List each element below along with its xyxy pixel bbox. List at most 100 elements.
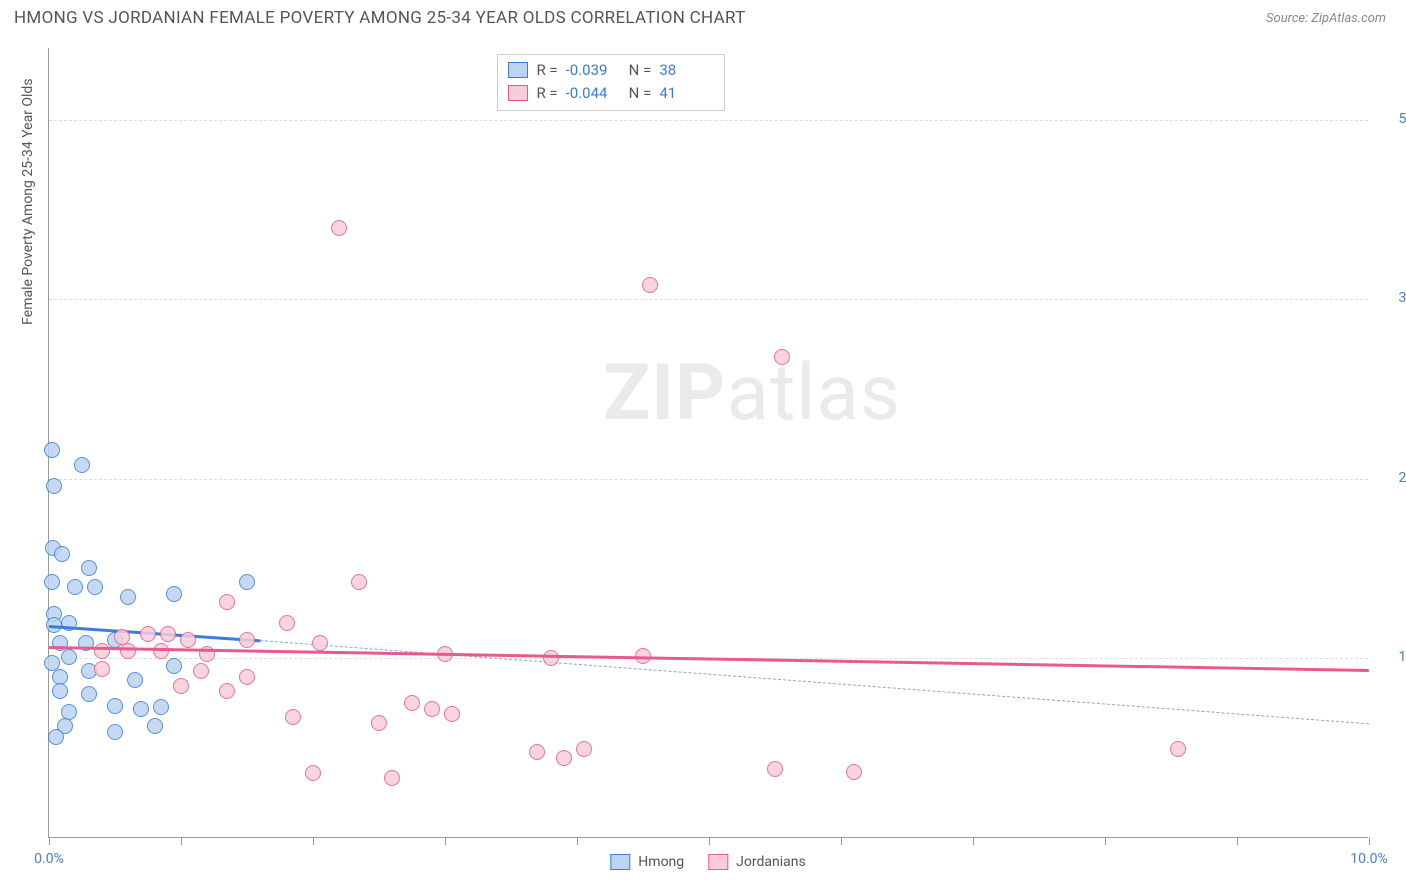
plot-area: ZIPatlas R =-0.039N =38R =-0.044N =41 12… <box>48 48 1368 838</box>
watermark-bold: ZIP <box>603 348 726 439</box>
legend-swatch <box>610 854 630 870</box>
stat-r-value: -0.039 <box>566 59 621 82</box>
data-point <box>120 589 136 605</box>
data-point <box>424 701 440 717</box>
x-tick-label: 0.0% <box>34 851 64 867</box>
data-point <box>543 650 559 666</box>
x-tick <box>709 837 710 845</box>
data-point <box>120 643 136 659</box>
data-point <box>239 669 255 685</box>
data-point <box>48 729 64 745</box>
x-tick <box>181 837 182 845</box>
data-point <box>305 765 321 781</box>
x-tick <box>1369 837 1370 845</box>
data-point <box>239 574 255 590</box>
data-point <box>44 574 60 590</box>
data-point <box>239 632 255 648</box>
data-point <box>147 718 163 734</box>
data-point <box>846 764 862 780</box>
legend-item: Jordanians <box>708 854 806 870</box>
source-attribution: Source: ZipAtlas.com <box>1266 11 1386 26</box>
data-point <box>576 741 592 757</box>
x-tick <box>1237 837 1238 845</box>
data-point <box>94 661 110 677</box>
data-point <box>312 635 328 651</box>
gridline <box>49 299 1368 300</box>
stat-n-value: 41 <box>659 82 714 105</box>
y-tick-label: 50.0% <box>1398 111 1406 127</box>
data-point <box>166 586 182 602</box>
gridline <box>49 479 1368 480</box>
data-point <box>166 658 182 674</box>
chart-header: HMONG VS JORDANIAN FEMALE POVERTY AMONG … <box>0 0 1406 32</box>
x-tick <box>1105 837 1106 845</box>
data-point <box>127 672 143 688</box>
series-legend: Hmong Jordanians <box>610 854 805 870</box>
data-point <box>180 632 196 648</box>
data-point <box>153 699 169 715</box>
y-tick-label: 37.5% <box>1398 290 1406 306</box>
data-point <box>529 744 545 760</box>
data-point <box>173 678 189 694</box>
data-point <box>61 649 77 665</box>
data-point <box>81 686 97 702</box>
x-tick <box>841 837 842 845</box>
stat-n-label: N = <box>629 59 652 82</box>
legend-swatch <box>508 85 528 101</box>
data-point <box>44 442 60 458</box>
y-tick-label: 25.0% <box>1398 470 1406 486</box>
data-point <box>384 770 400 786</box>
data-point <box>285 709 301 725</box>
data-point <box>331 220 347 236</box>
data-point <box>404 695 420 711</box>
y-tick-label: 12.5% <box>1398 649 1406 665</box>
data-point <box>351 574 367 590</box>
data-point <box>767 761 783 777</box>
data-point <box>642 277 658 293</box>
chart-title: HMONG VS JORDANIAN FEMALE POVERTY AMONG … <box>14 8 746 28</box>
legend-item: Hmong <box>610 854 684 870</box>
data-point <box>94 643 110 659</box>
legend-swatch <box>708 854 728 870</box>
stat-r-label: R = <box>536 59 557 82</box>
data-point <box>46 478 62 494</box>
stat-r-value: -0.044 <box>566 82 621 105</box>
x-tick <box>49 837 50 845</box>
data-point <box>371 715 387 731</box>
data-point <box>67 579 83 595</box>
watermark-light: atlas <box>726 348 901 439</box>
stat-n-label: N = <box>629 82 652 105</box>
data-point <box>444 706 460 722</box>
data-point <box>153 643 169 659</box>
data-point <box>133 701 149 717</box>
legend-label: Jordanians <box>736 854 806 870</box>
data-point <box>279 615 295 631</box>
y-axis-label: Female Poverty Among 25-34 Year Olds <box>20 78 36 324</box>
x-tick-label: 10.0% <box>1350 851 1388 867</box>
legend-swatch <box>508 62 528 78</box>
data-point <box>774 349 790 365</box>
data-point <box>219 594 235 610</box>
gridline <box>49 120 1368 121</box>
legend-label: Hmong <box>638 854 684 870</box>
data-point <box>74 457 90 473</box>
data-point <box>107 724 123 740</box>
x-tick <box>577 837 578 845</box>
data-point <box>87 579 103 595</box>
data-point <box>107 698 123 714</box>
data-point <box>140 626 156 642</box>
data-point <box>556 750 572 766</box>
data-point <box>54 546 70 562</box>
data-point <box>193 663 209 679</box>
data-point <box>219 683 235 699</box>
data-point <box>81 560 97 576</box>
data-point <box>52 683 68 699</box>
stat-n-value: 38 <box>659 59 714 82</box>
watermark: ZIPatlas <box>603 348 901 439</box>
data-point <box>1170 741 1186 757</box>
x-tick <box>445 837 446 845</box>
chart-container: Female Poverty Among 25-34 Year Olds ZIP… <box>48 48 1368 838</box>
x-tick <box>313 837 314 845</box>
stats-row: R = -0.039 N = 38 <box>508 59 714 82</box>
stats-row: R =-0.044N =41 <box>508 82 714 105</box>
